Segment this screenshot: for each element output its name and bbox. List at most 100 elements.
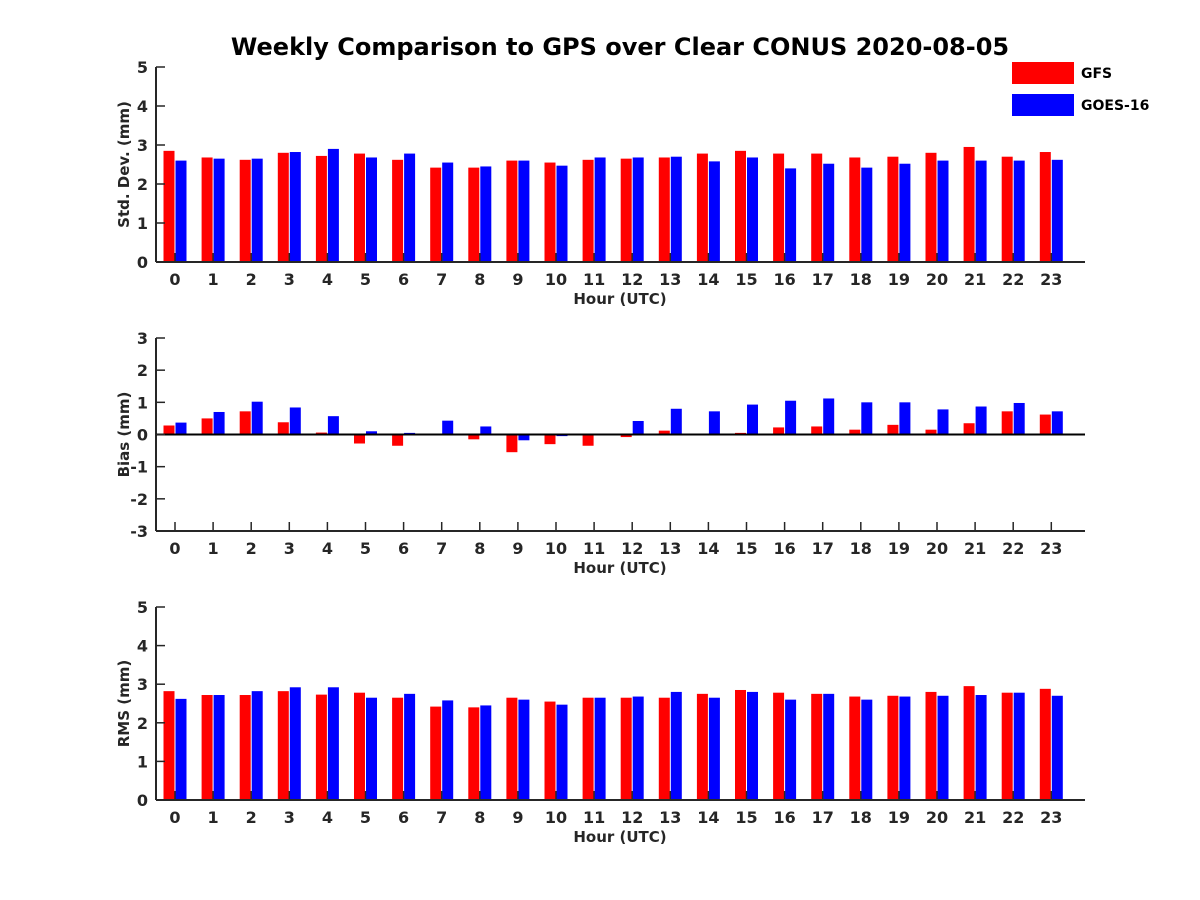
bar-goes-16-hour-23 [1051, 159, 1063, 262]
bar-goes-16-hour-16 [785, 400, 797, 435]
x-tick-label: 14 [697, 539, 719, 558]
x-tick-label: 19 [888, 539, 910, 558]
bar-gfs-hour-19 [887, 156, 899, 262]
bar-gfs-hour-17 [811, 693, 823, 800]
bar-gfs-hour-4 [315, 694, 327, 800]
x-tick-label: 9 [512, 808, 523, 827]
bar-gfs-hour-15 [735, 689, 746, 800]
bar-goes-16-hour-0 [175, 698, 187, 800]
y-tick-label: 2 [137, 714, 148, 733]
x-tick-label: 0 [169, 808, 180, 827]
y-tick-label: 0 [137, 791, 148, 810]
x-tick-label: 9 [512, 539, 523, 558]
bar-goes-16-hour-0 [175, 160, 187, 262]
bar-goes-16-hour-19 [899, 696, 911, 800]
bar-goes-16-hour-9 [518, 434, 530, 441]
y-tick-label: 5 [137, 598, 148, 617]
bar-goes-16-hour-22 [1013, 692, 1025, 800]
bar-gfs-hour-9 [506, 697, 518, 800]
chart-title: Weekly Comparison to GPS over Clear CONU… [231, 33, 1009, 61]
bar-gfs-hour-3 [277, 422, 289, 435]
legend-swatch-goes-16 [1012, 94, 1074, 116]
x-tick-label: 22 [1002, 808, 1024, 827]
y-tick-label: 1 [137, 393, 148, 412]
bar-goes-16-hour-15 [747, 691, 758, 800]
x-tick-label: 5 [360, 539, 371, 558]
x-tick-label: 21 [964, 539, 986, 558]
y-tick-label: 4 [137, 97, 148, 116]
bar-goes-16-hour-22 [1013, 160, 1025, 262]
y-tick-label: 5 [137, 58, 148, 77]
bar-goes-16-hour-20 [937, 409, 949, 435]
bar-gfs-hour-18 [849, 429, 861, 435]
bar-gfs-hour-22 [1001, 411, 1013, 435]
bar-goes-16-hour-8 [480, 166, 492, 262]
x-tick-label: 7 [436, 808, 447, 827]
bar-gfs-hour-21 [963, 146, 975, 262]
y-tick-label: 1 [137, 752, 148, 771]
x-tick-label: 3 [284, 270, 295, 289]
y-tick-label: 0 [137, 253, 148, 272]
x-tick-label: 5 [360, 808, 371, 827]
bar-gfs-hour-5 [354, 153, 365, 262]
x-tick-label: 4 [322, 539, 333, 558]
x-tick-label: 12 [621, 270, 643, 289]
bar-gfs-hour-18 [849, 696, 861, 800]
bar-goes-16-hour-7 [442, 162, 454, 262]
bar-gfs-hour-22 [1001, 692, 1013, 800]
x-tick-label: 6 [398, 539, 409, 558]
bar-goes-16-hour-12 [632, 696, 644, 800]
bar-goes-16-hour-21 [975, 406, 987, 435]
y-tick-label: -3 [130, 522, 148, 541]
bar-gfs-hour-13 [658, 697, 670, 800]
x-tick-label: 20 [926, 808, 948, 827]
x-tick-label: 17 [812, 270, 834, 289]
bar-gfs-hour-2 [239, 695, 251, 800]
bar-gfs-hour-23 [1039, 152, 1051, 262]
bar-gfs-hour-19 [887, 424, 899, 435]
y-axis-label: Bias (mm) [115, 392, 133, 478]
y-axis-label: Std. Dev. (mm) [115, 101, 133, 228]
bar-goes-16-hour-6 [404, 153, 416, 262]
bar-gfs-hour-1 [201, 418, 213, 435]
y-tick-label: 3 [137, 675, 148, 694]
bar-goes-16-hour-14 [708, 697, 720, 800]
bar-gfs-hour-8 [468, 167, 480, 262]
bar-gfs-hour-10 [544, 162, 556, 262]
x-tick-label: 16 [773, 270, 795, 289]
bar-gfs-hour-11 [582, 159, 594, 262]
x-tick-label: 17 [812, 539, 834, 558]
x-tick-label: 7 [436, 270, 447, 289]
bar-goes-16-hour-21 [975, 695, 987, 800]
bar-gfs-hour-6 [392, 159, 404, 262]
x-tick-label: 6 [398, 808, 409, 827]
x-tick-label: 4 [322, 808, 333, 827]
x-tick-label: 22 [1002, 270, 1024, 289]
x-tick-label: 4 [322, 270, 333, 289]
x-tick-label: 10 [545, 539, 567, 558]
y-axis-label: RMS (mm) [115, 660, 133, 747]
bar-goes-16-hour-23 [1051, 411, 1063, 435]
x-tick-label: 8 [474, 539, 485, 558]
x-tick-label: 9 [512, 270, 523, 289]
bar-gfs-hour-20 [925, 429, 937, 435]
y-tick-label: 4 [137, 637, 148, 656]
bar-gfs-hour-5 [354, 434, 365, 444]
bar-goes-16-hour-9 [518, 160, 530, 262]
bar-goes-16-hour-5 [366, 431, 377, 435]
bar-goes-16-hour-7 [442, 420, 454, 435]
bar-gfs-hour-17 [811, 153, 823, 262]
x-axis-label: Hour (UTC) [573, 828, 666, 846]
x-tick-label: 5 [360, 270, 371, 289]
bar-goes-16-hour-1 [213, 411, 225, 435]
x-tick-label: 8 [474, 808, 485, 827]
x-tick-label: 22 [1002, 539, 1024, 558]
y-tick-label: 1 [137, 214, 148, 233]
x-tick-label: 17 [812, 808, 834, 827]
bar-gfs-hour-0 [163, 691, 175, 800]
bar-goes-16-hour-3 [289, 152, 301, 262]
bar-gfs-hour-16 [773, 692, 785, 800]
bar-goes-16-hour-18 [861, 699, 873, 800]
x-tick-label: 23 [1040, 270, 1062, 289]
